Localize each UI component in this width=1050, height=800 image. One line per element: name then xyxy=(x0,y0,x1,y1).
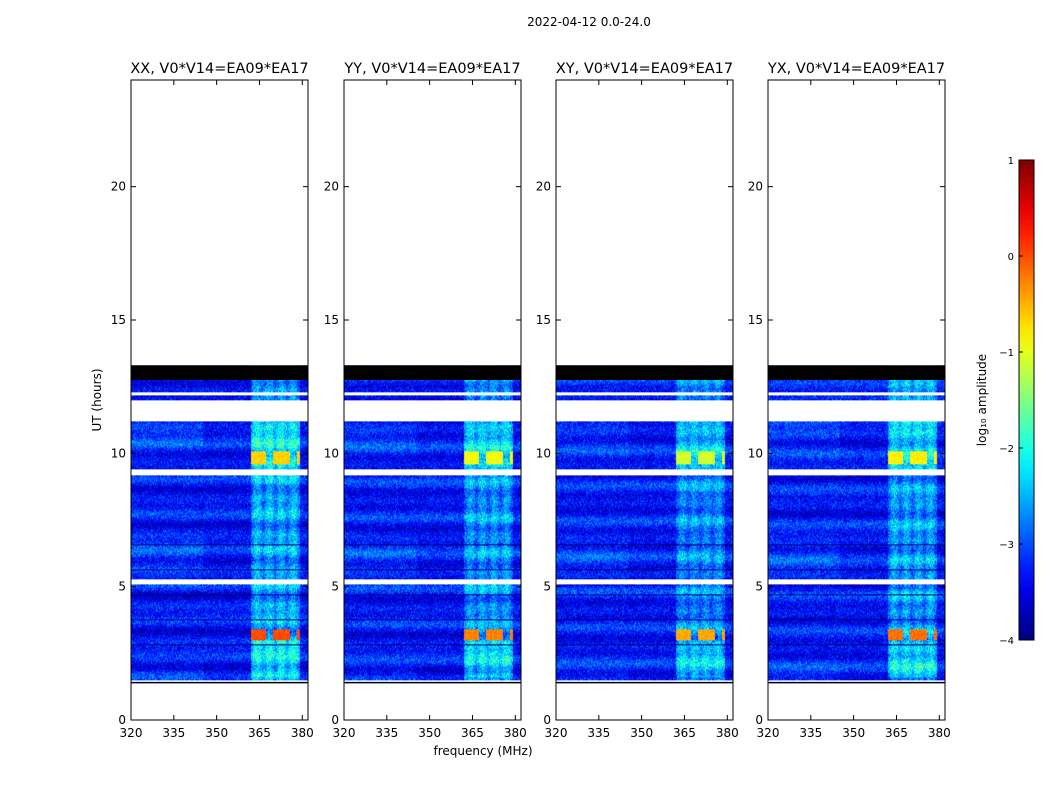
colorbar-tick-label: 0 xyxy=(1008,252,1014,263)
axes-frame xyxy=(343,79,522,721)
y-tick-label: 0 xyxy=(331,713,339,727)
flagged-band xyxy=(556,365,733,380)
colorbar-gradient xyxy=(1018,159,1035,641)
y-tick-label: 10 xyxy=(748,446,763,460)
figure-suptitle: 2022-04-12 0.0-24.0 xyxy=(527,15,651,29)
x-tick-label: 320 xyxy=(545,726,568,740)
flagged-band xyxy=(344,365,521,380)
x-tick-label: 350 xyxy=(630,726,653,740)
x-tick-label: 350 xyxy=(418,726,441,740)
x-tick-label: 365 xyxy=(248,726,271,740)
x-tick-label: 320 xyxy=(757,726,780,740)
y-tick-label: 5 xyxy=(331,580,339,594)
y-tick-label: 5 xyxy=(543,580,551,594)
x-tick-label: 380 xyxy=(504,726,527,740)
x-tick-label: 335 xyxy=(162,726,185,740)
y-axis-label: UT (hours) xyxy=(90,368,104,431)
x-tick-label: 365 xyxy=(673,726,696,740)
colorbar-tick-label: −1 xyxy=(999,348,1014,359)
axes-frame xyxy=(555,79,734,721)
x-tick-label: 350 xyxy=(842,726,865,740)
panel-title: YX, V0*V14=EA09*EA17 xyxy=(767,61,945,77)
colorbar-tick-label: −3 xyxy=(999,540,1014,551)
x-tick-label: 335 xyxy=(799,726,822,740)
colorbar-tick-label: 1 xyxy=(1008,156,1014,167)
x-tick-label: 350 xyxy=(205,726,228,740)
x-tick-label: 365 xyxy=(885,726,908,740)
y-tick-label: 15 xyxy=(324,313,339,327)
x-tick-label: 380 xyxy=(928,726,951,740)
y-tick-label: 15 xyxy=(748,313,763,327)
x-tick-label: 335 xyxy=(587,726,610,740)
panel-1: YY, V0*V14=EA09*EA17 320 335 350 365 380 0 5 10 1… xyxy=(324,61,527,740)
panel-title: YY, V0*V14=EA09*EA17 xyxy=(343,61,520,77)
x-tick-label: 320 xyxy=(333,726,356,740)
y-tick-label: 5 xyxy=(118,580,126,594)
x-tick-label: 335 xyxy=(375,726,398,740)
colorbar-label: log₁₀ amplitude xyxy=(975,354,989,446)
x-tick-label: 380 xyxy=(716,726,739,740)
y-tick-label: 0 xyxy=(118,713,126,727)
heatmap-image xyxy=(768,365,945,683)
y-tick-label: 20 xyxy=(111,180,126,194)
heatmap-image xyxy=(131,365,308,683)
x-tick-label: 320 xyxy=(120,726,143,740)
panel-3: YX, V0*V14=EA09*EA17 320 335 350 365 380 0 5 10 1… xyxy=(748,61,951,740)
heatmap-image xyxy=(556,365,733,683)
flagged-band xyxy=(768,365,945,380)
y-tick-label: 20 xyxy=(536,180,551,194)
y-tick-label: 15 xyxy=(111,313,126,327)
y-tick-label: 20 xyxy=(748,180,763,194)
y-tick-label: 5 xyxy=(755,580,763,594)
flagged-band xyxy=(131,365,308,380)
panel-2: XY, V0*V14=EA09*EA17 320 335 350 365 380 0 5 10 1… xyxy=(536,61,739,740)
panel-0: XX, V0*V14=EA09*EA17 320 335 350 365 380 0 5 10 1… xyxy=(111,61,314,740)
y-tick-label: 0 xyxy=(543,713,551,727)
panel-title: XY, V0*V14=EA09*EA17 xyxy=(556,61,733,77)
axes-frame xyxy=(767,79,946,721)
x-axis-label: frequency (MHz) xyxy=(433,744,532,758)
colorbar-tick-label: −4 xyxy=(999,636,1014,647)
panel-title: XX, V0*V14=EA09*EA17 xyxy=(130,61,308,77)
x-tick-label: 380 xyxy=(291,726,314,740)
y-tick-label: 10 xyxy=(111,446,126,460)
y-tick-label: 15 xyxy=(536,313,551,327)
y-tick-label: 10 xyxy=(324,446,339,460)
colorbar-tick-label: −2 xyxy=(999,444,1014,455)
y-tick-label: 0 xyxy=(755,713,763,727)
heatmap-image xyxy=(344,365,521,683)
axes-frame xyxy=(130,79,309,721)
x-tick-label: 365 xyxy=(461,726,484,740)
colorbar: 1 0 −1 −2 −3 −4 log₁₀ amplitude xyxy=(975,156,1035,647)
y-tick-label: 10 xyxy=(536,446,551,460)
y-tick-label: 20 xyxy=(324,180,339,194)
